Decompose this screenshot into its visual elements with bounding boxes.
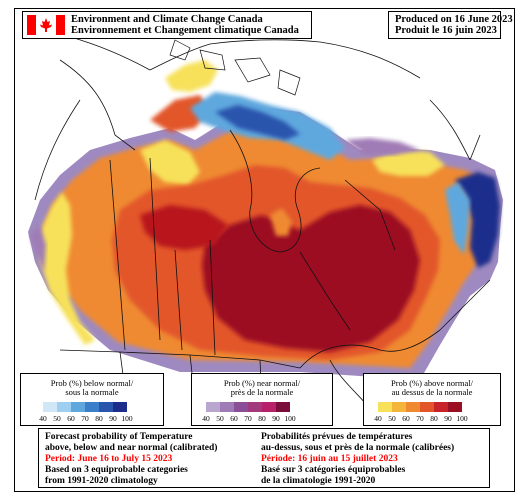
- legend-above-swatch-1: [392, 402, 406, 412]
- legend-above-tick-70: 70: [416, 414, 424, 423]
- legend-above-colorbar: [378, 402, 462, 412]
- legend-below-swatch-2: [71, 402, 85, 412]
- legend-below-tick-40: 40: [39, 414, 47, 423]
- legend-near-swatch-2: [234, 402, 248, 412]
- region-above-yellow-east: [372, 150, 445, 176]
- legend-near-colorbar: [206, 402, 290, 412]
- agency-name-fr: Environnement et Changement climatique C…: [71, 25, 299, 36]
- legend-below-swatch-5: [113, 402, 127, 412]
- legend-below-tick-100: 100: [121, 414, 133, 423]
- legend-near-tick-50: 50: [216, 414, 224, 423]
- legend-below-swatch-0: [43, 402, 57, 412]
- legend-above-tick-80: 80: [430, 414, 438, 423]
- agency-header: Environment and Climate Change Canada En…: [22, 11, 312, 39]
- legend-below-swatch-4: [99, 402, 113, 412]
- info-fr-period: Période: 16 juin au 15 juillet 2023: [261, 454, 398, 464]
- legend-above-swatch-0: [378, 402, 392, 412]
- legend-below-tick-70: 70: [81, 414, 89, 423]
- info-fr-line1: Probabilités prévues de températures: [261, 432, 413, 442]
- legend-above-normal: Prob (%) above normal/ au dessus de la n…: [363, 373, 501, 426]
- legend-below-tick-60: 60: [67, 414, 75, 423]
- region-above-yellow-west: [40, 192, 95, 345]
- forecast-info-box: Forecast probability of Temperature abov…: [38, 428, 490, 488]
- legend-above-title-fr: au dessus de la normale: [391, 387, 473, 397]
- legend-near-title-en: Prob (%) near normal/: [223, 378, 301, 388]
- legend-near-title-fr: près de la normale: [230, 387, 294, 397]
- legend-above-tick-90: 90: [444, 414, 452, 423]
- info-fr-line5: de la climatologie 1991-2020: [261, 476, 376, 486]
- region-below-labrador-light: [445, 182, 470, 255]
- legend-above-title-en: Prob (%) above normal/: [391, 378, 473, 388]
- legend-above-ticks: 40 50 60 70 80 90 100: [374, 414, 467, 424]
- produced-date-fr: Produit le 16 juin 2023: [395, 25, 497, 36]
- region-below-darkblue: [215, 105, 300, 140]
- legend-above-swatch-4: [434, 402, 448, 412]
- info-en-line2: above, below and near normal (calibrated…: [45, 443, 218, 453]
- legend-near-tick-40: 40: [202, 414, 210, 423]
- region-above-darkred-2: [140, 205, 228, 250]
- info-fr-line2: au-dessus, sous et près de la normale (c…: [261, 443, 455, 453]
- info-en-line5: from 1991-2020 climatology: [45, 476, 158, 486]
- region-hudson-notch: [270, 208, 292, 236]
- production-date-box: Produced on 16 June 2023 Produit le 16 j…: [388, 11, 513, 39]
- legend-above-swatch-2: [406, 402, 420, 412]
- produced-date-en: Produced on 16 June 2023: [395, 14, 513, 25]
- info-en-line4: Based on 3 equiprobable categories: [45, 465, 188, 475]
- agency-name-en: Environment and Climate Change Canada: [71, 14, 263, 25]
- region-near-purple-north: [345, 138, 420, 155]
- legend-below-title-fr: sous la normale: [65, 387, 119, 397]
- legend-near-swatch-0: [206, 402, 220, 412]
- legend-near-tick-90: 90: [272, 414, 280, 423]
- legend-below-title-en: Prob (%) below normal/: [50, 378, 134, 388]
- info-en-line1: Forecast probability of Temperature: [45, 432, 193, 442]
- legend-below-swatch-1: [57, 402, 71, 412]
- legend-below-ticks: 40 50 60 70 80 90 100: [39, 414, 132, 424]
- legend-near-swatch-4: [262, 402, 276, 412]
- legend-above-swatch-5: [448, 402, 462, 412]
- legend-below-colorbar: [43, 402, 127, 412]
- info-french: Probabilités prévues de températures au-…: [261, 432, 454, 487]
- legend-near-ticks: 40 50 60 70 80 90 100: [202, 414, 295, 424]
- legend-below-tick-50: 50: [53, 414, 61, 423]
- legend-above-tick-50: 50: [388, 414, 396, 423]
- region-above-yellow-north: [140, 140, 200, 185]
- canada-flag-icon: [27, 15, 65, 35]
- region-arctic-yellow: [165, 60, 218, 92]
- legend-above-tick-40: 40: [374, 414, 382, 423]
- region-near-purple-west: [30, 225, 46, 272]
- legend-below-normal: Prob (%) below normal/ sous la normale 4…: [20, 373, 164, 426]
- coastlines-and-borders: [34, 29, 491, 421]
- legend-above-tick-60: 60: [402, 414, 410, 423]
- info-en-period: Period: June 16 to July 15 2023: [45, 454, 173, 464]
- region-above-darkred: [202, 205, 420, 352]
- legend-below-tick-90: 90: [109, 414, 117, 423]
- legend-near-tick-100: 100: [284, 414, 296, 423]
- legend-near-swatch-3: [248, 402, 262, 412]
- legend-above-swatch-3: [420, 402, 434, 412]
- arctic-island-outlines: [169, 39, 301, 96]
- legend-below-tick-80: 80: [95, 414, 103, 423]
- info-english: Forecast probability of Temperature abov…: [45, 432, 217, 487]
- legend-near-swatch-1: [220, 402, 234, 412]
- legend-above-tick-100: 100: [456, 414, 468, 423]
- legend-near-normal: Prob (%) near normal/ près de la normale…: [191, 373, 333, 426]
- legend-near-swatch-5: [276, 402, 290, 412]
- legend-near-tick-80: 80: [258, 414, 266, 423]
- legend-near-tick-70: 70: [244, 414, 252, 423]
- legend-near-tick-60: 60: [230, 414, 238, 423]
- info-fr-line4: Basé sur 3 catégories équiprobables: [261, 465, 406, 475]
- region-arctic-islands: [150, 95, 210, 132]
- legend-below-swatch-3: [85, 402, 99, 412]
